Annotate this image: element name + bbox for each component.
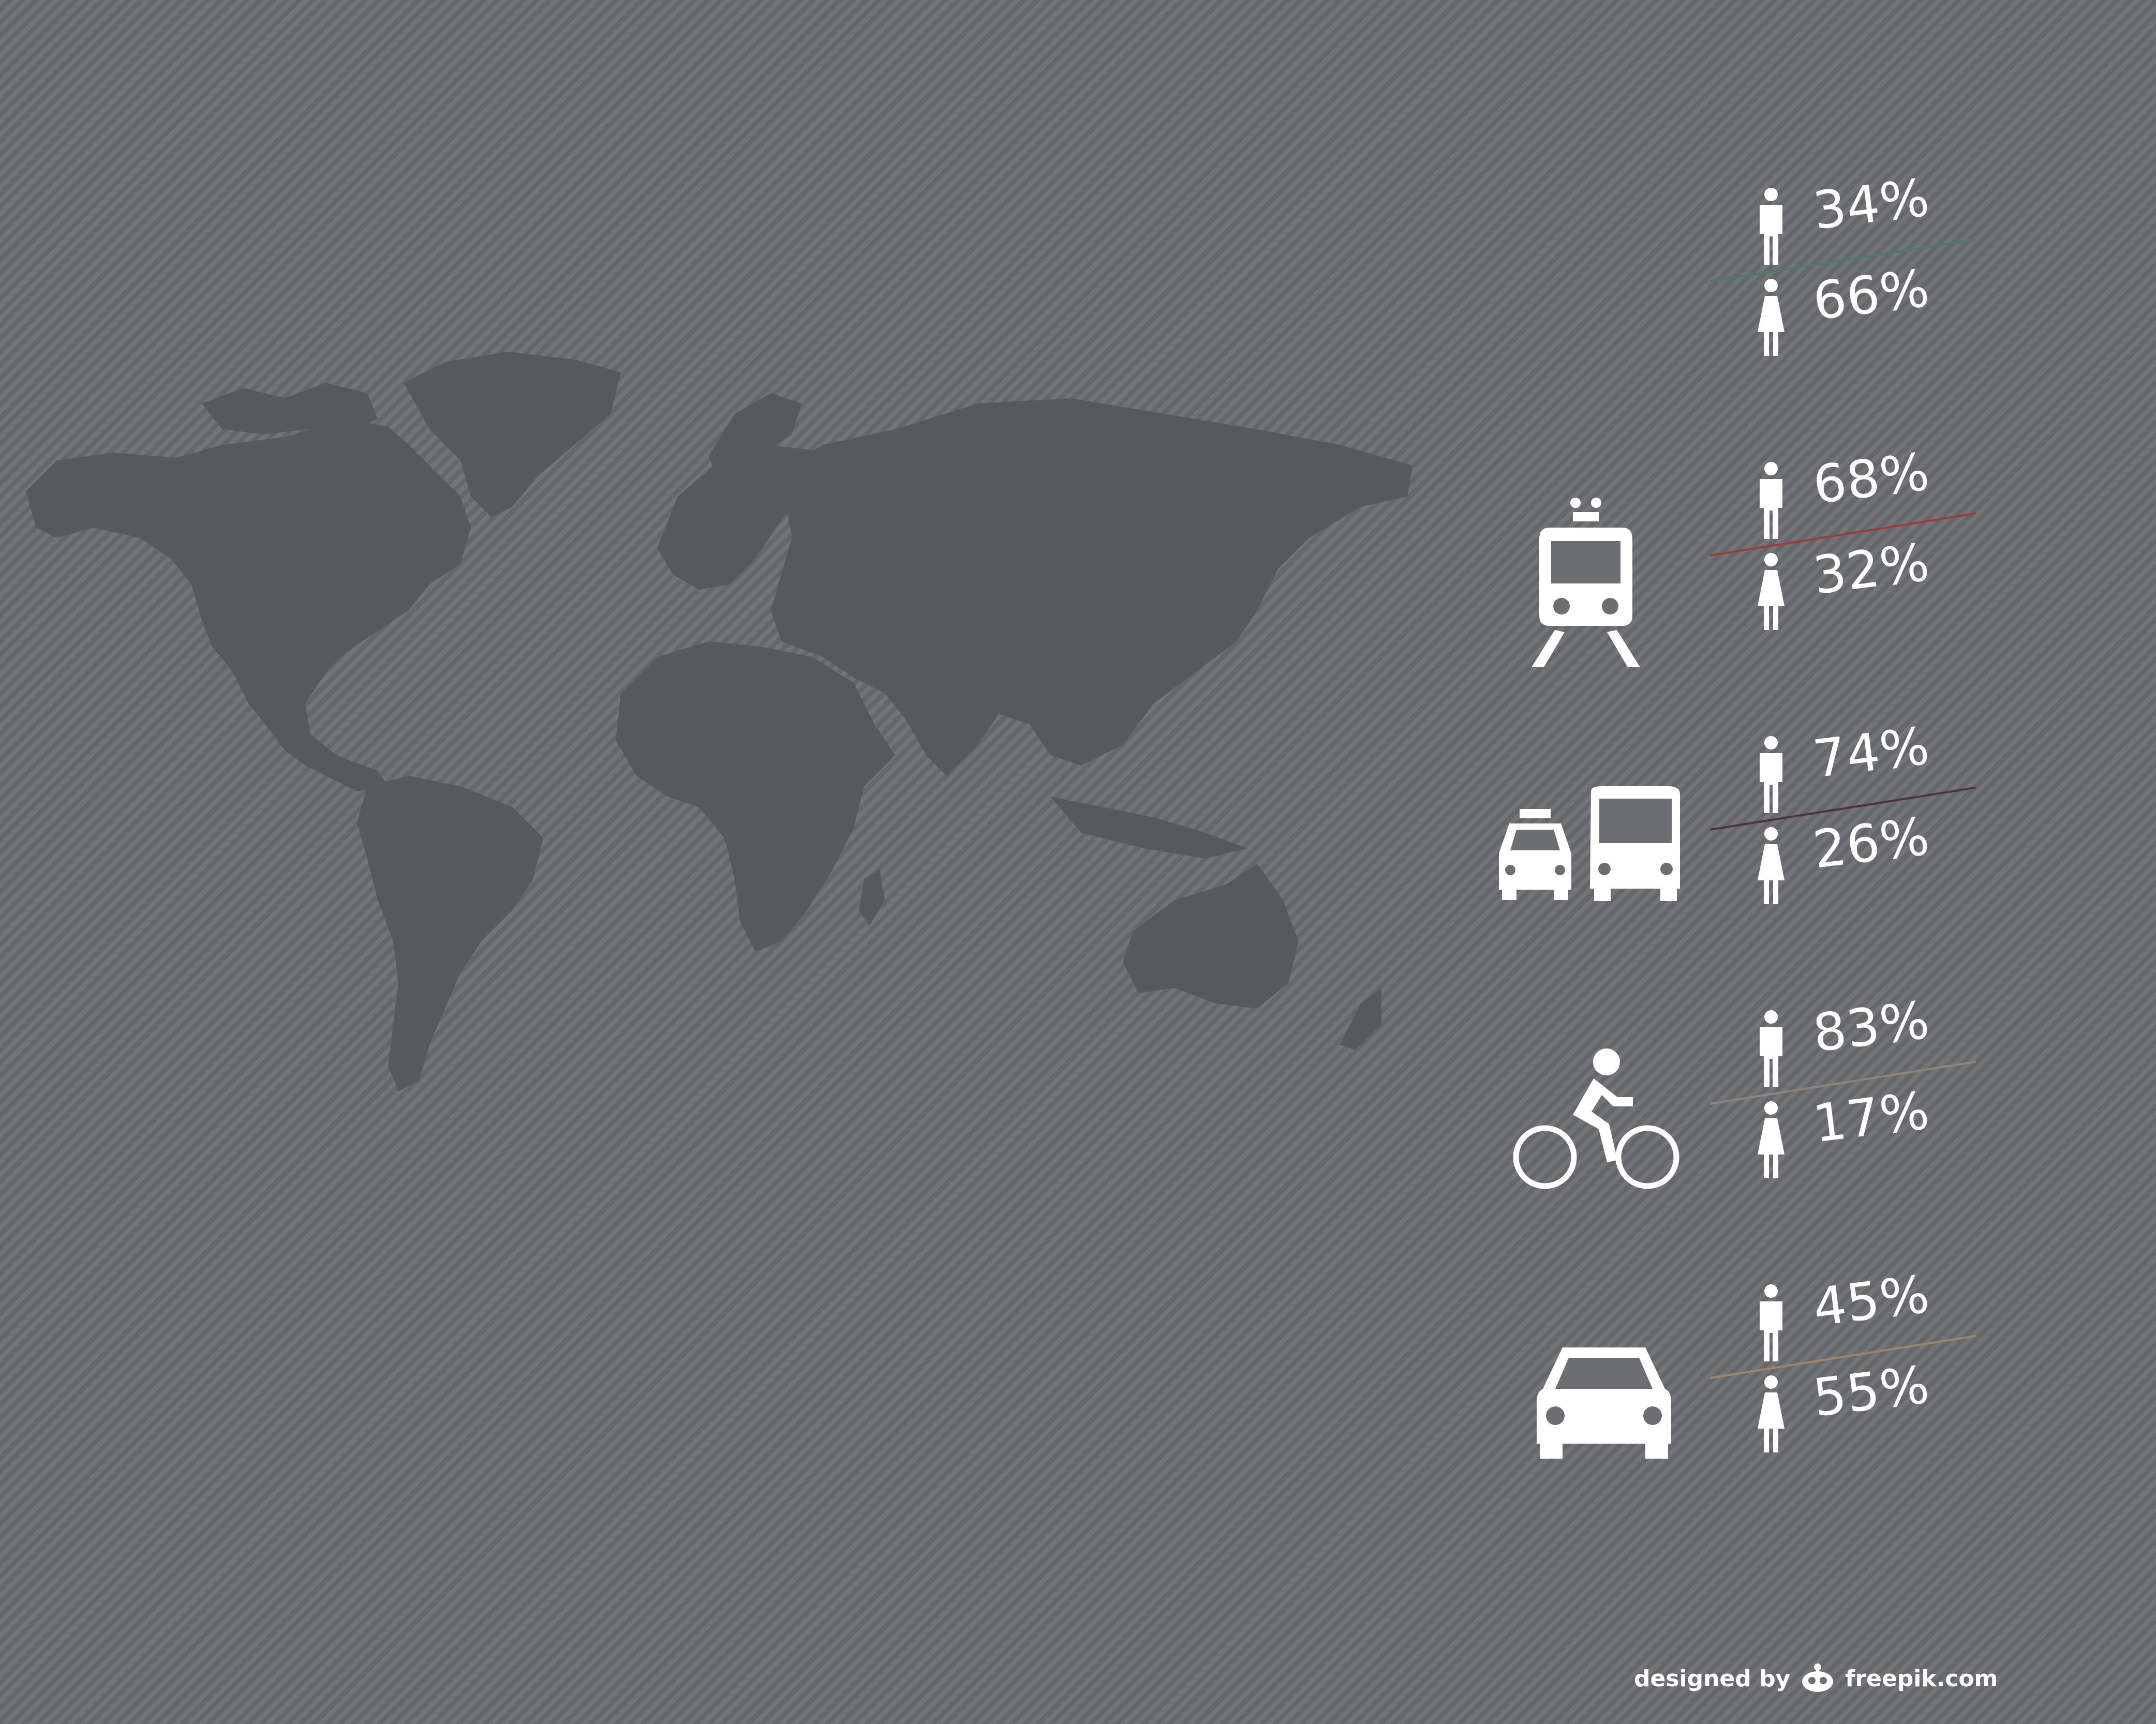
world-map [26,352,1412,1091]
stat-row-5: 45% 55% [0,1262,2156,1479]
new-zealand-shape [1340,988,1381,1050]
asia-shape [771,398,1412,776]
stat-row-1: 34% 66% [0,166,2156,383]
credit-line: designed by freepik.com [1634,1660,1998,1697]
female-percent: 32% [1809,531,1933,606]
arctic-islands-shape [202,383,378,434]
stat-row-2: 68% 32% [0,440,2156,667]
male-icon [1760,462,1782,539]
indonesia-shape [1050,797,1247,859]
credit-brand: freepik.com [1845,1665,1998,1692]
male-icon [1760,1010,1782,1087]
scandinavia-shape [709,393,802,486]
female-percent: 17% [1809,1080,1933,1155]
japan-shape [1200,559,1257,652]
male-percent: 45% [1809,1263,1933,1338]
female-percent: 55% [1809,1354,1933,1429]
car-icon [1537,1347,1671,1459]
female-percent: 26% [1809,805,1933,880]
taxi-bus-icon [1499,786,1680,901]
female-icon [1758,1101,1785,1178]
male-icon [1760,736,1782,813]
greenland-shape [404,352,621,517]
europe-shape [657,445,823,590]
stat-row-3: 74% 26% [0,714,2156,931]
madagascar-shape [859,869,885,926]
africa-shape [616,641,895,952]
stat-row-4: 83% 17% [0,988,2156,1205]
male-percent: 83% [1809,989,1933,1064]
female-icon [1758,827,1785,904]
south-america-shape [357,776,543,1091]
male-percent: 68% [1809,441,1933,516]
bicycle-icon [1513,1048,1679,1189]
male-icon [1760,1284,1782,1361]
north-america-shape [26,419,471,791]
female-icon [1758,1375,1785,1452]
australia-shape [1123,864,1299,1009]
credit-prefix: designed by [1634,1665,1791,1692]
female-icon [1758,553,1785,630]
train-icon [1531,498,1640,667]
male-percent: 34% [1809,167,1933,242]
freepik-logo-icon [1802,1663,1834,1692]
male-percent: 74% [1809,715,1933,790]
male-icon [1760,188,1782,265]
female-percent: 66% [1809,257,1933,332]
female-icon [1758,279,1785,356]
